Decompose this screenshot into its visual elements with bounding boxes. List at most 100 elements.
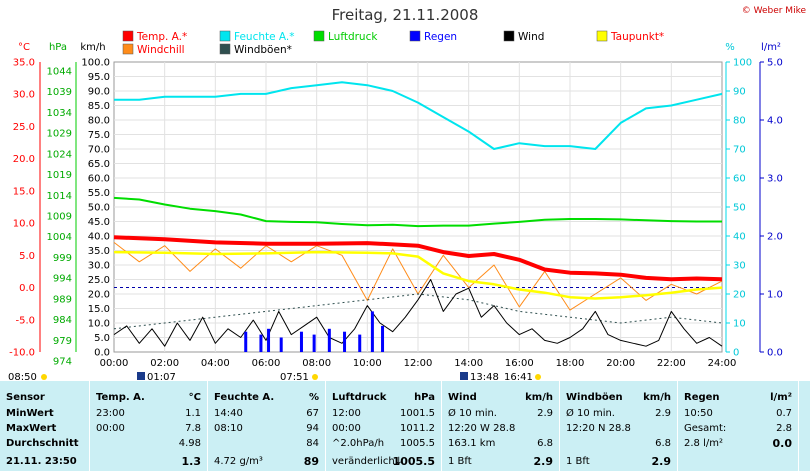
hpa-tick-label: 1024 xyxy=(47,149,72,160)
temp-tick-label: 15.0 xyxy=(13,186,35,197)
druck-max-value: 1011.2 xyxy=(400,423,435,434)
rain-bar xyxy=(299,331,303,352)
legend-label: Feuchte A.* xyxy=(234,31,295,43)
temp-tick-label: 30.0 xyxy=(13,90,35,101)
regen-total-label: Gesamt: xyxy=(684,423,727,434)
col-wind: Wind km/h Ø 10 min. 2.9 12:20 W 28.8 163.1… xyxy=(442,381,560,471)
kmh-tick-label: 65.0 xyxy=(88,159,110,170)
legend-swatch xyxy=(313,30,325,42)
feuchte-min-time: 14:40 xyxy=(214,408,243,419)
kmh-tick-label: 20.0 xyxy=(88,290,110,301)
time-tick-label: 16:00 xyxy=(505,358,534,369)
hpa-tick-label: 974 xyxy=(53,357,72,368)
legend-label: Temp. A.* xyxy=(136,31,187,43)
kmh-tick-label: 100.0 xyxy=(81,58,110,69)
druck-now-value: 1005.5 xyxy=(392,455,435,468)
kmh-tick-label: 25.0 xyxy=(88,275,110,286)
pct-tick-label: 30 xyxy=(733,261,746,272)
rain-bar xyxy=(267,328,271,352)
rain-bar xyxy=(279,337,283,352)
hpa-tick-label: 1019 xyxy=(47,170,72,181)
time-tick-label: 06:00 xyxy=(252,358,281,369)
time-tick-label: 00:00 xyxy=(100,358,129,369)
kmh-unit-label: km/h xyxy=(80,42,105,53)
temp-head: Temp. A. xyxy=(96,392,145,403)
temp-tick-label: 10.0 xyxy=(13,219,35,230)
rain-tick-label: 5.0 xyxy=(767,58,783,69)
sunset-time: 16:41 xyxy=(504,372,533,381)
temp-min-time: 23:00 xyxy=(96,408,125,419)
kmh-tick-label: 80.0 xyxy=(88,116,110,127)
pct-unit-label: % xyxy=(725,42,735,53)
moon-icon-2 xyxy=(460,372,468,380)
pct-tick-label: 90 xyxy=(733,87,746,98)
pct-tick-label: 50 xyxy=(733,203,746,214)
series-line-feuchte-a xyxy=(114,81,723,150)
col-druck: Luftdruck hPa 12:00 1001.5 00:00 1011.2 ^2.… xyxy=(326,381,442,471)
regen-now-value: 0.0 xyxy=(772,437,793,450)
druck-unit: hPa xyxy=(414,392,435,403)
moon-icon-1 xyxy=(137,372,145,380)
temp-unit: °C xyxy=(188,392,201,403)
kmh-tick-label: 15.0 xyxy=(88,304,110,315)
rain-unit-label: l/m² xyxy=(761,42,781,53)
kmh-tick-label: 75.0 xyxy=(88,130,110,141)
boeen-avg-label: Ø 10 min. xyxy=(566,408,615,419)
marker-time-2: 13:48 xyxy=(470,372,499,381)
row-min: MinWert xyxy=(6,408,54,419)
pct-tick-label: 80 xyxy=(733,116,746,127)
feuchte-unit: % xyxy=(308,392,319,403)
hpa-unit-label: hPa xyxy=(49,42,67,53)
hpa-tick-label: 979 xyxy=(53,336,72,347)
time-tick-label: 04:00 xyxy=(201,358,230,369)
druck-min-value: 1001.5 xyxy=(400,408,435,419)
legend-swatch xyxy=(122,43,134,55)
row-avg: Durchschnitt xyxy=(6,438,79,449)
wind-avg10-value: 2.9 xyxy=(537,408,553,419)
legend-swatch xyxy=(122,30,134,42)
rain-bar xyxy=(244,331,248,352)
kmh-tick-label: 5.0 xyxy=(94,333,110,344)
sunrise-time: 07:51 xyxy=(280,372,309,381)
rain-bar xyxy=(327,328,331,352)
hpa-tick-label: 1034 xyxy=(47,108,72,119)
series-line-wind xyxy=(113,279,723,347)
regen-total-value: 2.8 xyxy=(776,423,792,434)
rain-bar xyxy=(358,334,362,352)
regen-unit: l/m² xyxy=(770,392,792,403)
legend-swatch xyxy=(596,30,608,42)
druck-max-time: 00:00 xyxy=(332,423,361,434)
series-line-temp-a xyxy=(113,235,723,282)
regen-rate-label: 2.8 l/m² xyxy=(684,438,723,449)
regen-max-time: 10:50 xyxy=(684,408,713,419)
wind-head: Wind xyxy=(448,392,477,403)
legend-swatch xyxy=(409,30,421,42)
wind-unit: km/h xyxy=(525,392,553,403)
temp-min-value: 1.1 xyxy=(185,408,201,419)
legend-label: Wind xyxy=(518,31,544,43)
kmh-tick-label: 35.0 xyxy=(88,246,110,257)
sun-icon-start xyxy=(41,374,47,380)
feuchte-now-value: 89 xyxy=(303,455,319,468)
regen-head: Regen xyxy=(684,392,720,403)
temp-unit-label: °C xyxy=(18,42,30,53)
boeen-avg-value: 6.8 xyxy=(655,438,671,449)
row-now: 21.11. 23:50 xyxy=(6,456,77,467)
col-regen: Regen l/m² 10:50 0.7 Gesamt: 2.8 2.8 l/m² 0.… xyxy=(678,381,799,471)
druck-tendency: veränderlich↓ xyxy=(332,456,404,467)
rain-tick-label: 4.0 xyxy=(767,116,783,127)
hpa-tick-label: 1039 xyxy=(47,87,72,98)
temp-tick-label: 20.0 xyxy=(13,154,35,165)
pct-tick-label: 60 xyxy=(733,174,746,185)
temp-tick-label: 25.0 xyxy=(13,122,35,133)
wind-distance: 163.1 km xyxy=(448,438,496,449)
rain-bar xyxy=(343,331,347,352)
hpa-tick-label: 1014 xyxy=(47,191,72,202)
hpa-tick-label: 984 xyxy=(53,315,72,326)
time-tick-label: 08:00 xyxy=(302,358,331,369)
pct-tick-label: 70 xyxy=(733,145,746,156)
time-tick-label: 22:00 xyxy=(657,358,686,369)
col-temp: Temp. A. °C 23:00 1.1 00:00 7.8 4.98 1.3 xyxy=(90,381,208,471)
kmh-tick-label: 95.0 xyxy=(88,72,110,83)
temp-max-value: 7.8 xyxy=(185,423,201,434)
